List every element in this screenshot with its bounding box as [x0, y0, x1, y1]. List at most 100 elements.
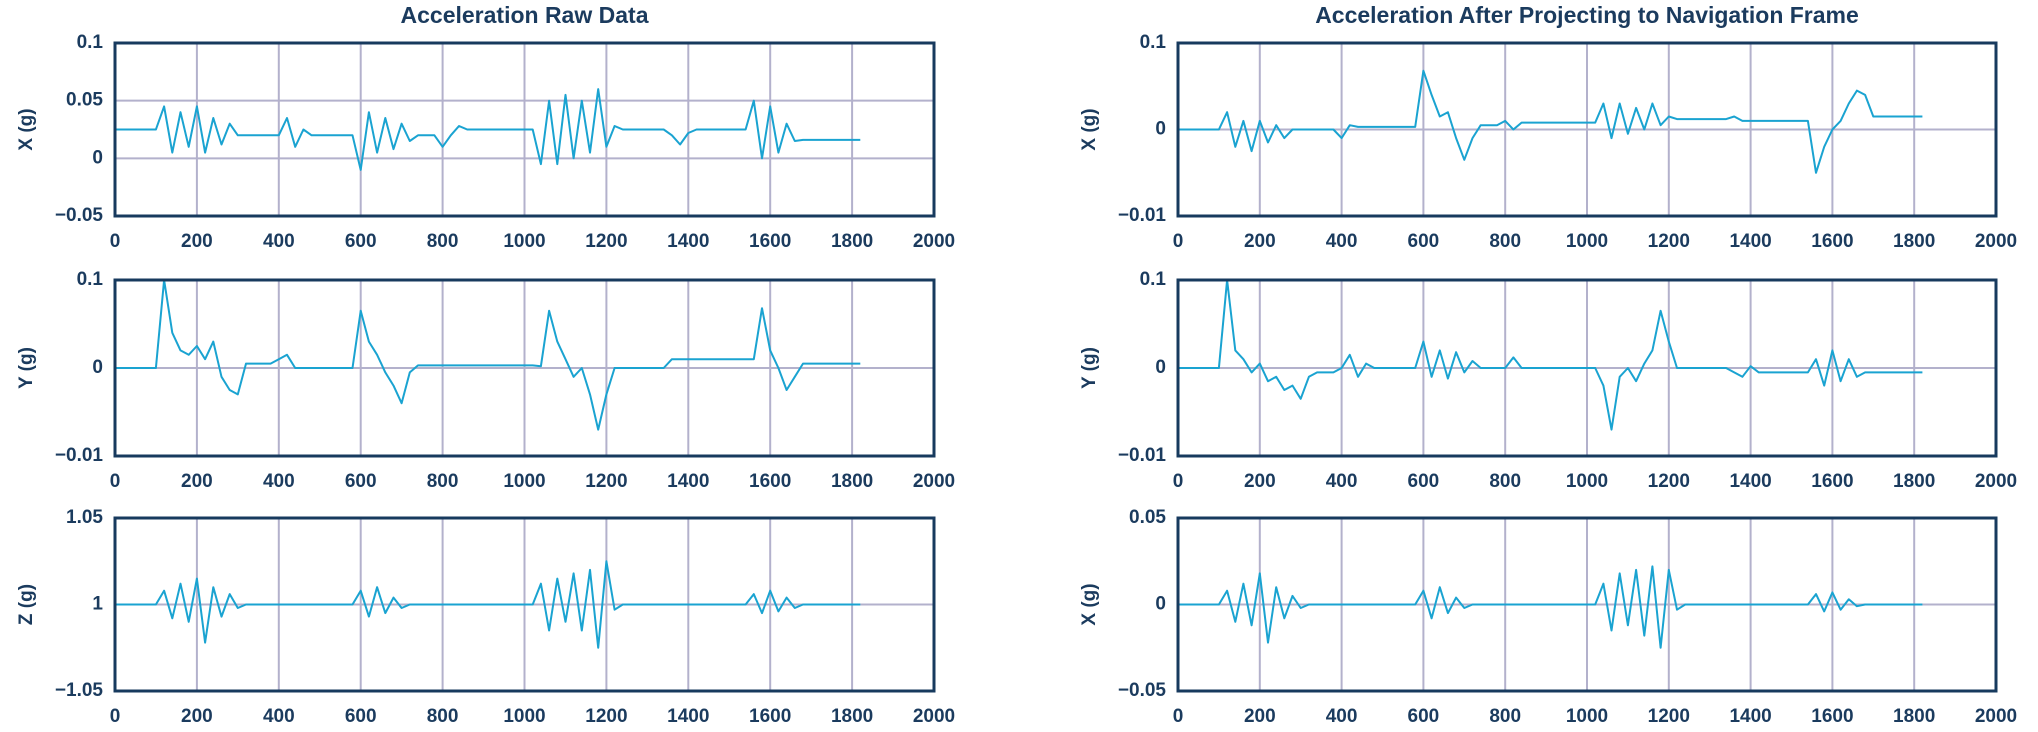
- x-tick-label: 1000: [1566, 471, 1608, 492]
- y-tick-label: 0.1: [1140, 269, 1167, 290]
- y-tick-label: −0.01: [55, 445, 104, 466]
- y-tick-label: 0: [1155, 594, 1166, 615]
- x-tick-label: 800: [1489, 706, 1521, 727]
- data-line: [1178, 565, 1923, 649]
- x-tick-label: 400: [263, 706, 295, 727]
- x-tick-label: 400: [263, 471, 295, 492]
- data-line: [1178, 279, 1923, 431]
- x-tick-label: 200: [1244, 706, 1276, 727]
- y-tick-label: 1: [92, 594, 103, 615]
- x-tick-label: 1000: [503, 231, 545, 252]
- data-line: [115, 279, 861, 431]
- x-tick-label: 0: [110, 231, 121, 252]
- x-tick-label: 1000: [503, 706, 545, 727]
- y-tick-label: 0.1: [1140, 32, 1167, 53]
- x-tick-label: 2000: [913, 471, 955, 492]
- y-tick-label: 0: [1155, 119, 1166, 140]
- x-tick-label: 0: [1173, 471, 1184, 492]
- x-tick-label: 600: [1408, 706, 1440, 727]
- x-tick-label: 200: [1244, 471, 1276, 492]
- y-tick-label: 0: [92, 357, 103, 378]
- x-tick-label: 1400: [667, 706, 709, 727]
- y-tick-label: 0.05: [1129, 507, 1166, 528]
- x-tick-label: 1600: [749, 471, 791, 492]
- plot-frame: [113, 41, 936, 218]
- x-tick-label: 600: [1408, 471, 1440, 492]
- x-tick-label: 1800: [1893, 231, 1935, 252]
- x-tick-label: 800: [1489, 471, 1521, 492]
- x-tick-label: 200: [1244, 231, 1276, 252]
- x-tick-label: 1800: [831, 706, 873, 727]
- plot-frame: [113, 516, 936, 693]
- x-tick-label: 1600: [749, 706, 791, 727]
- plot-frame: [1176, 516, 1998, 693]
- x-tick-label: 1000: [1566, 231, 1608, 252]
- y-tick-label: 1.05: [66, 507, 103, 528]
- x-tick-label: 1400: [667, 471, 709, 492]
- x-tick-label: 800: [427, 471, 459, 492]
- x-tick-label: 1800: [1893, 471, 1935, 492]
- x-tick-label: 1000: [1566, 706, 1608, 727]
- x-tick-label: 1800: [831, 471, 873, 492]
- y-tick-label: 0.1: [77, 32, 104, 53]
- x-tick-label: 0: [110, 471, 121, 492]
- x-tick-label: 1200: [1648, 706, 1690, 727]
- x-tick-label: 1800: [831, 231, 873, 252]
- y-tick-label: 0: [1155, 357, 1166, 378]
- x-tick-label: 1200: [585, 471, 627, 492]
- data-line: [115, 88, 861, 171]
- x-tick-label: 800: [1489, 231, 1521, 252]
- x-tick-label: 1400: [667, 231, 709, 252]
- chart-title: Acceleration Raw Data: [401, 2, 649, 28]
- x-tick-label: 200: [181, 231, 213, 252]
- y-axis-label: Z (g): [16, 584, 37, 625]
- plot-frame: [1176, 278, 1998, 458]
- x-tick-label: 800: [427, 231, 459, 252]
- x-tick-label: 400: [263, 231, 295, 252]
- x-tick-label: 400: [1326, 706, 1358, 727]
- y-axis-label: X (g): [16, 108, 37, 150]
- x-tick-label: 1200: [585, 231, 627, 252]
- x-tick-label: 600: [345, 706, 377, 727]
- x-tick-label: 200: [181, 471, 213, 492]
- x-tick-label: 1600: [1811, 471, 1853, 492]
- x-tick-label: 800: [427, 706, 459, 727]
- plot-frame: [113, 278, 936, 458]
- x-tick-label: 600: [1408, 231, 1440, 252]
- x-tick-label: 1400: [1729, 231, 1771, 252]
- x-tick-label: 200: [181, 706, 213, 727]
- y-tick-label: 0.1: [77, 269, 104, 290]
- y-axis-label: X (g): [1079, 108, 1100, 150]
- y-axis-label: Y (g): [16, 347, 37, 389]
- x-tick-label: 1200: [1648, 231, 1690, 252]
- x-tick-label: 0: [110, 706, 121, 727]
- x-tick-label: 2000: [913, 706, 955, 727]
- x-tick-label: 1400: [1729, 706, 1771, 727]
- x-tick-label: 2000: [1975, 706, 2017, 727]
- y-axis-label: X (g): [1079, 583, 1100, 625]
- y-tick-label: −1.05: [55, 680, 104, 701]
- x-tick-label: 1000: [503, 471, 545, 492]
- x-tick-label: 1600: [1811, 706, 1853, 727]
- x-tick-label: 2000: [913, 231, 955, 252]
- x-tick-label: 0: [1173, 706, 1184, 727]
- data-line: [115, 560, 861, 649]
- x-tick-label: 400: [1326, 471, 1358, 492]
- x-tick-label: 1200: [585, 706, 627, 727]
- x-tick-label: 1600: [1811, 231, 1853, 252]
- x-tick-label: 1600: [749, 231, 791, 252]
- x-tick-label: 600: [345, 471, 377, 492]
- x-tick-label: 400: [1326, 231, 1358, 252]
- data-line: [1178, 69, 1923, 174]
- x-tick-label: 2000: [1975, 471, 2017, 492]
- x-tick-label: 0: [1173, 231, 1184, 252]
- y-tick-label: −0.01: [1118, 205, 1167, 226]
- x-tick-label: 1200: [1648, 471, 1690, 492]
- y-tick-label: −0.05: [55, 205, 104, 226]
- x-tick-label: 1400: [1729, 471, 1771, 492]
- plot-frame: [1176, 41, 1998, 218]
- chart-title: Acceleration After Projecting to Navigat…: [1315, 2, 1859, 28]
- x-tick-label: 2000: [1975, 231, 2017, 252]
- y-tick-label: −0.01: [1118, 445, 1167, 466]
